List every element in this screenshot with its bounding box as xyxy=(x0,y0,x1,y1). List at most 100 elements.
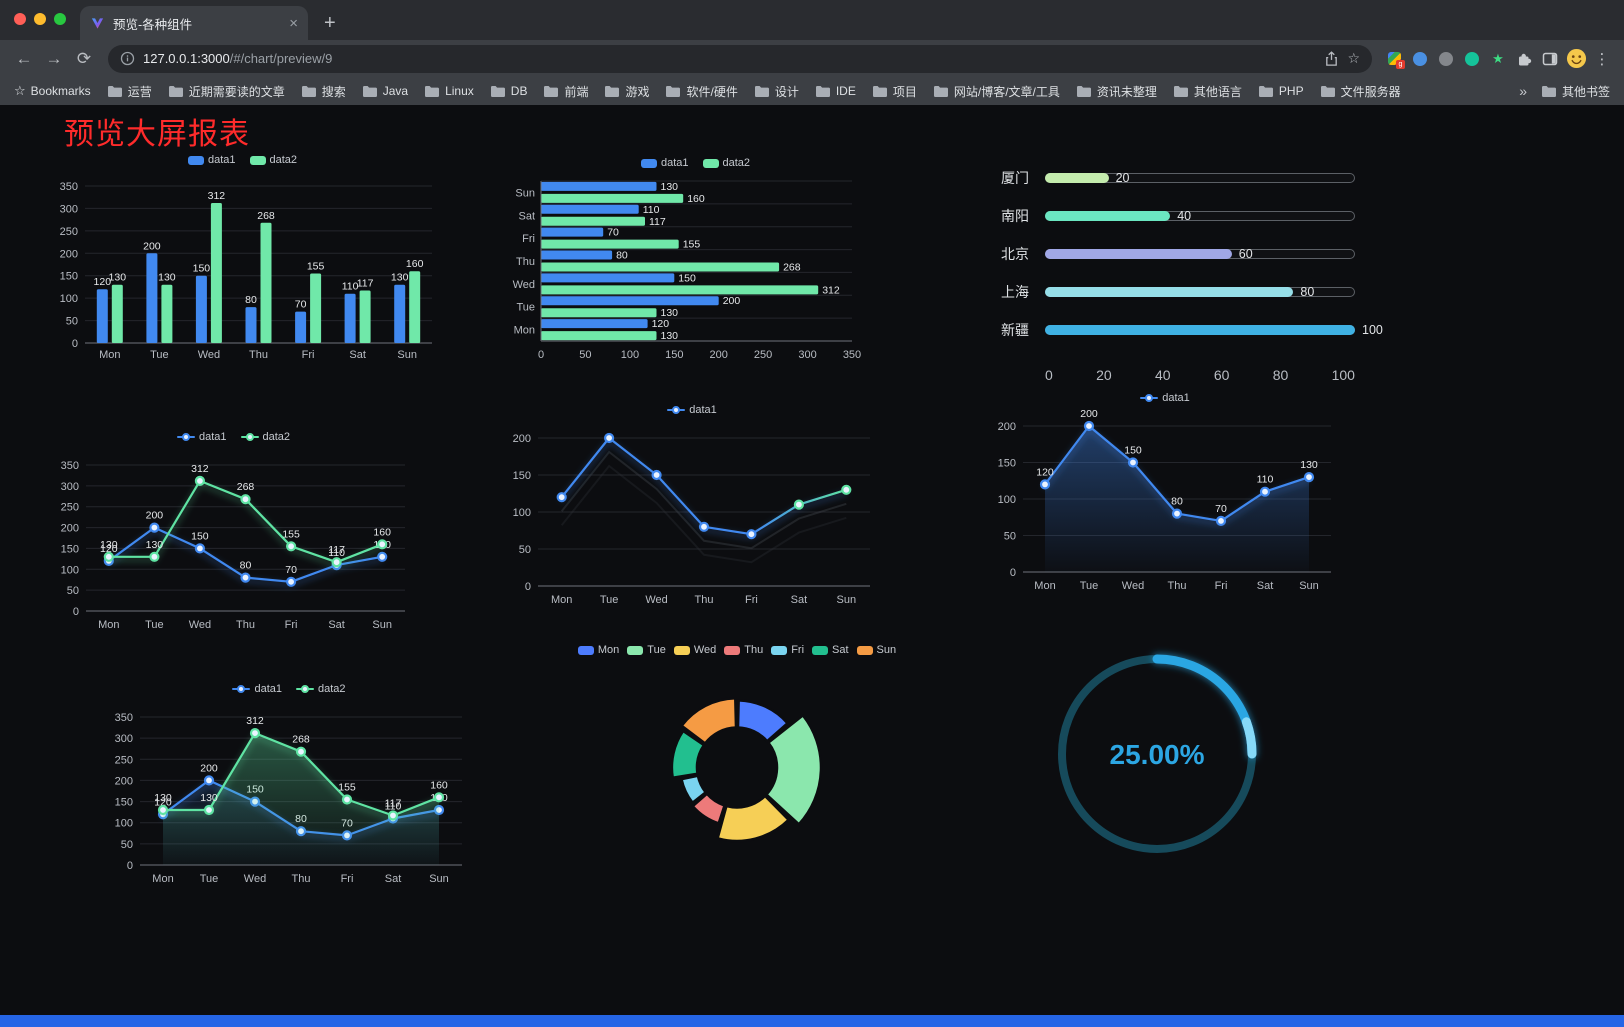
bookmark-folder[interactable]: 软件/硬件 xyxy=(665,83,738,100)
footer-bar xyxy=(0,1015,1624,1027)
bookmarks-overflow-chevron[interactable]: » xyxy=(1519,83,1527,99)
legend-item[interactable]: Mon xyxy=(577,644,619,656)
legend-item[interactable]: Sat xyxy=(812,644,849,656)
legend-item[interactable]: data2 xyxy=(296,683,346,695)
bookmark-star-icon[interactable]: ☆ xyxy=(1347,50,1360,66)
svg-text:Wed: Wed xyxy=(189,619,211,631)
bookmark-folder[interactable]: Java xyxy=(362,83,408,100)
legend-item[interactable]: data2 xyxy=(702,157,750,169)
site-info-icon[interactable] xyxy=(120,51,135,66)
back-button[interactable]: ← xyxy=(15,48,33,68)
bookmark-folder[interactable]: DB xyxy=(490,83,527,100)
page-content: 预览大屏报表 data1 data2 0 50 100 150 200 250 300 350 Mo… xyxy=(0,105,1624,1027)
progress-fill xyxy=(1045,287,1294,297)
extension-icon-grey[interactable] xyxy=(1434,47,1458,71)
svg-text:117: 117 xyxy=(357,278,374,290)
close-window-button[interactable] xyxy=(14,13,26,25)
bookmark-folder[interactable]: 资讯未整理 xyxy=(1076,83,1157,100)
legend-item[interactable]: Thu xyxy=(724,644,763,656)
folder-icon xyxy=(1076,85,1091,97)
legend-item[interactable]: Wed xyxy=(673,644,716,656)
legend-item[interactable]: data1 xyxy=(667,404,717,416)
address-bar[interactable]: 127.0.0.1:3000/#/chart/preview/9 ☆ xyxy=(108,44,1372,73)
svg-text:150: 150 xyxy=(998,458,1016,470)
svg-text:312: 312 xyxy=(246,715,264,727)
svg-text:80: 80 xyxy=(240,560,252,572)
other-bookmarks[interactable]: 其他书签 xyxy=(1541,83,1610,100)
svg-text:200: 200 xyxy=(1080,408,1098,420)
bookmark-folder[interactable]: 运营 xyxy=(107,83,152,100)
svg-text:312: 312 xyxy=(191,463,209,475)
legend-item[interactable]: data2 xyxy=(249,154,297,166)
legend-item[interactable]: data1 xyxy=(176,431,227,443)
reload-button[interactable]: ⟳ xyxy=(76,48,92,68)
extension-icon-grid[interactable]: g xyxy=(1382,47,1406,71)
svg-text:268: 268 xyxy=(257,210,275,222)
svg-text:0: 0 xyxy=(1010,567,1016,579)
svg-text:Sat: Sat xyxy=(1257,580,1274,592)
bookmark-folder[interactable]: 前端 xyxy=(543,83,588,100)
url-text[interactable]: 127.0.0.1:3000/#/chart/preview/9 xyxy=(143,51,333,66)
bookmark-folder-list: 运营 近期需要读的文章 搜索 Java Linux DB 前端 游戏 软件/硬件 设计 IDE 项目网… xyxy=(107,83,1504,100)
svg-text:Tue: Tue xyxy=(150,349,169,361)
minimize-window-button[interactable] xyxy=(34,13,46,25)
svg-text:50: 50 xyxy=(579,349,591,361)
svg-text:Fri: Fri xyxy=(745,594,758,606)
bookmark-folder[interactable]: 文件服务器 xyxy=(1320,83,1401,100)
new-tab-button[interactable]: + xyxy=(324,12,336,34)
bookmarks-bar: ☆ Bookmarks 运营 近期需要读的文章 搜索 Java Linux DB 前端 游戏软… xyxy=(0,77,1624,105)
chart-legend: data1 xyxy=(498,400,886,420)
progress-row: 南阳 40 xyxy=(1001,197,1355,235)
svg-text:70: 70 xyxy=(607,227,619,239)
zoom-window-button[interactable] xyxy=(54,13,66,25)
legend-item[interactable]: Sun xyxy=(856,644,896,656)
tab-title: 预览-各种组件 xyxy=(113,17,193,32)
legend-item[interactable]: data1 xyxy=(640,157,689,169)
svg-text:100: 100 xyxy=(513,507,531,519)
extensions-puzzle-icon[interactable] xyxy=(1512,47,1536,71)
bookmark-folder[interactable]: 项目 xyxy=(872,83,917,100)
svg-text:50: 50 xyxy=(1004,531,1016,543)
legend-item[interactable]: Tue xyxy=(627,644,666,656)
menu-icon[interactable]: ⋮ xyxy=(1594,50,1610,68)
svg-text:300: 300 xyxy=(60,203,78,215)
progress-row: 厦门 20 xyxy=(1001,159,1355,197)
svg-text:200: 200 xyxy=(146,510,164,522)
svg-text:80: 80 xyxy=(245,294,257,306)
folder-icon xyxy=(544,85,559,97)
progress-label: 新疆 xyxy=(1001,322,1029,338)
bookmark-folder[interactable]: 其他语言 xyxy=(1173,83,1242,100)
legend-item[interactable]: data1 xyxy=(187,154,236,166)
bookmark-folder[interactable]: 游戏 xyxy=(604,83,649,100)
bookmarks-shortcut[interactable]: ☆ Bookmarks xyxy=(14,83,91,98)
bookmark-folder[interactable]: 网站/博客/文章/工具 xyxy=(933,83,1060,100)
profile-avatar[interactable] xyxy=(1564,47,1588,71)
side-panel-icon[interactable] xyxy=(1538,47,1562,71)
bookmark-folder[interactable]: Linux xyxy=(424,83,474,100)
bookmark-folder[interactable]: 搜索 xyxy=(301,83,346,100)
legend-item[interactable]: data1 xyxy=(1140,392,1190,404)
bookmark-folder[interactable]: 设计 xyxy=(754,83,799,100)
multi-line-chart: data1 data2 0 50 100 150 200 250 300 350 Mon Tue Wed… xyxy=(46,427,421,635)
bookmark-folder[interactable]: 近期需要读的文章 xyxy=(168,83,285,100)
extension-icon-blue[interactable] xyxy=(1408,47,1432,71)
tab-close-icon[interactable]: × xyxy=(289,14,298,32)
legend-item[interactable]: data1 xyxy=(232,683,282,695)
svg-text:110: 110 xyxy=(1257,474,1274,486)
svg-text:0: 0 xyxy=(127,860,133,872)
legend-item[interactable]: Fri xyxy=(771,644,804,656)
svg-text:70: 70 xyxy=(1215,503,1227,515)
svg-text:150: 150 xyxy=(678,272,696,284)
browser-toolbar: ← → ⟳ 127.0.0.1:3000/#/chart/preview/9 ☆… xyxy=(0,40,1624,77)
forward-button[interactable]: → xyxy=(45,48,63,68)
bookmark-folder[interactable]: IDE xyxy=(815,83,856,100)
extension-icon-green[interactable] xyxy=(1460,47,1484,71)
share-icon[interactable] xyxy=(1324,50,1339,67)
legend-item[interactable]: data2 xyxy=(240,431,290,443)
extension-icon-star[interactable]: ★ xyxy=(1492,50,1504,66)
bookmark-folder[interactable]: PHP xyxy=(1258,83,1304,100)
progress-value: 100 xyxy=(1362,323,1383,337)
tab-favicon xyxy=(90,16,105,31)
folder-icon xyxy=(1541,85,1557,98)
browser-tab[interactable]: 预览-各种组件 × xyxy=(80,6,308,40)
